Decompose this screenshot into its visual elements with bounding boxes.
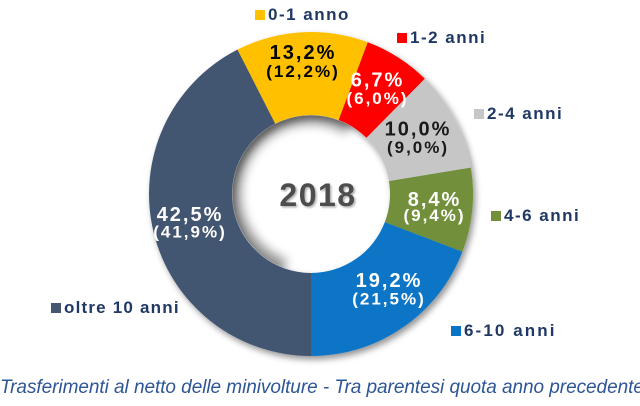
- svg-text:6,7%: 6,7%: [351, 70, 405, 92]
- svg-text:2018: 2018: [281, 179, 358, 215]
- svg-text:19,2%: 19,2%: [356, 270, 423, 292]
- svg-text:(9,4%): (9,4%): [403, 206, 465, 225]
- svg-text:(12,2%): (12,2%): [266, 62, 340, 81]
- svg-text:42,5%: 42,5%: [157, 204, 224, 226]
- svg-text:(6,0%): (6,0%): [346, 89, 408, 108]
- svg-text:8,4%: 8,4%: [408, 189, 462, 211]
- svg-text:(41,9%): (41,9%): [153, 223, 227, 242]
- svg-text:(21,5%): (21,5%): [352, 290, 426, 309]
- svg-text:(9,0%): (9,0%): [387, 138, 449, 157]
- svg-text:10,0%: 10,0%: [385, 119, 452, 141]
- svg-text:13,2%: 13,2%: [270, 42, 337, 64]
- svg-text:2018: 2018: [279, 177, 356, 213]
